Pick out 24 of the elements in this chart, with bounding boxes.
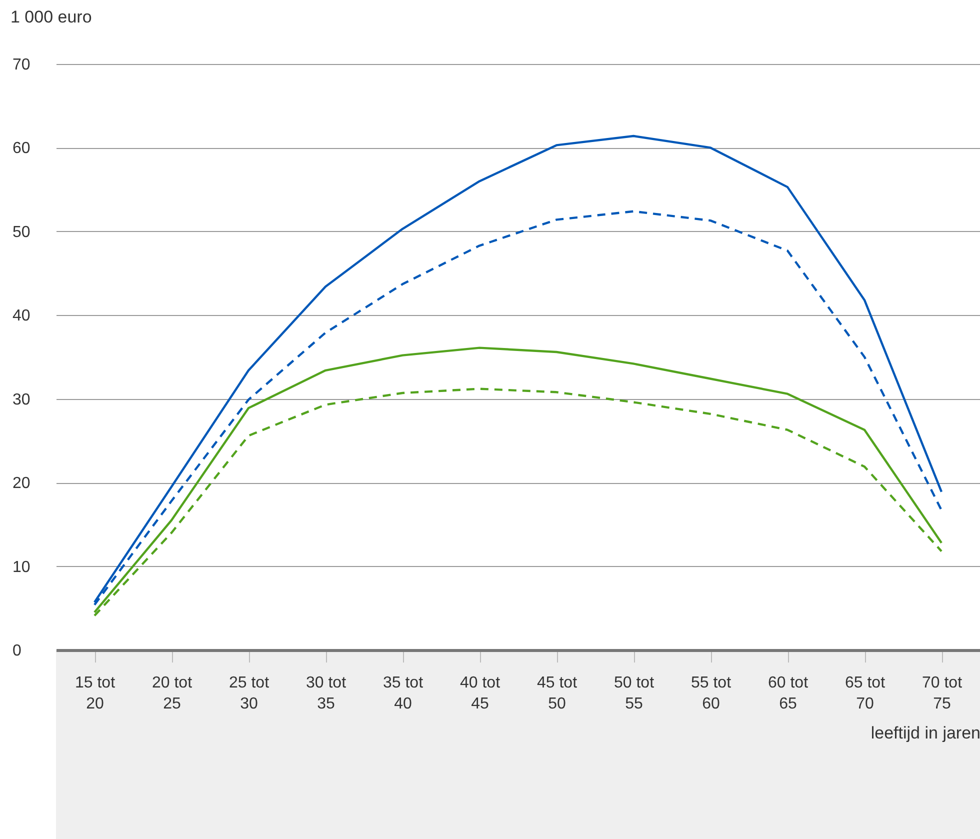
- y-tick-label: 10: [12, 558, 30, 576]
- x-tick-label: 15 tot 20: [74, 674, 116, 712]
- x-tick-label: 70 tot 75: [922, 674, 963, 712]
- y-tick-label: 70: [12, 56, 30, 74]
- y-tick-label: 60: [12, 140, 30, 158]
- y-tick-label: 50: [12, 224, 30, 241]
- y-axis-title: 1 000 euro: [10, 8, 92, 26]
- x-tick-label: 60 tot 65: [768, 674, 809, 712]
- y-tick-label: 0: [12, 642, 22, 660]
- y-tick-label: 20: [12, 475, 30, 492]
- line-series: [93, 134, 943, 604]
- x-tick-label: 25 tot 30: [228, 674, 270, 712]
- y-tick-label: 30: [12, 391, 30, 408]
- x-axis-title: leeftijd in jaren: [870, 724, 980, 742]
- x-tick-label: 55 tot 60: [690, 674, 732, 712]
- x-tick-label: 30 tot 35: [306, 674, 347, 712]
- x-tick-label: 20 tot 25: [152, 674, 193, 712]
- y-tick-label: 40: [12, 308, 30, 325]
- x-tick-label: 35 tot 40: [382, 674, 424, 712]
- x-tick-label: 40 tot 45: [460, 674, 501, 712]
- x-tick-label: 45 tot 50: [536, 674, 578, 712]
- x-tick-label: 65 tot 70: [844, 674, 886, 712]
- line-series: [93, 346, 943, 614]
- x-tick-label: 50 tot 55: [614, 674, 655, 712]
